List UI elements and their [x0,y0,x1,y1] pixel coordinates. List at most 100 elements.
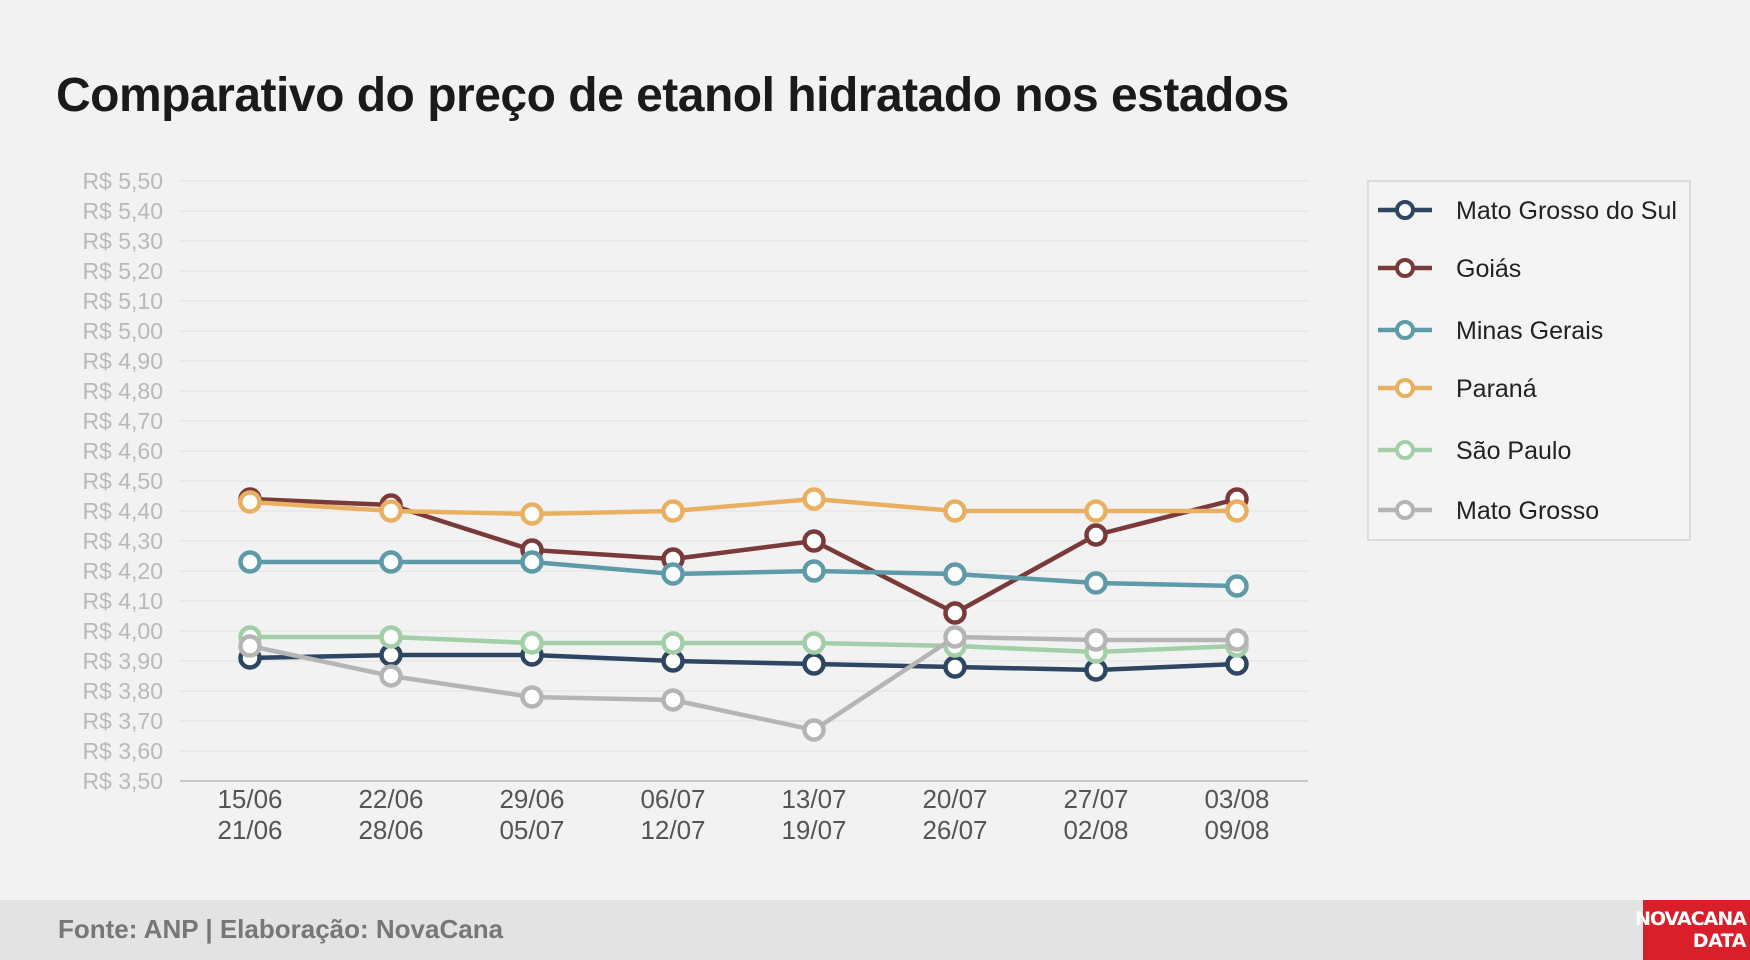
data-point [802,487,826,511]
y-tick-label: R$ 3,60 [82,738,163,764]
legend-item: Minas Gerais [1378,317,1603,345]
data-point [943,655,967,679]
legend-box [1367,180,1691,541]
data-point [379,625,403,649]
legend-label: Mato Grosso do Sul [1456,197,1677,225]
data-point [943,601,967,625]
y-tick-label: R$ 4,20 [82,558,163,584]
series-line [249,634,1237,733]
legend-item: Paraná [1378,375,1537,403]
legend-swatch-marker [1395,200,1415,220]
y-tick-label: R$ 4,50 [82,468,163,494]
logo-line-2: DATA [1692,929,1747,952]
chart-title: Comparativo do preço de etanol hidratado… [56,69,1289,122]
x-tick-label: 15/06 21/06 [217,784,282,845]
novacana-data-logo: NOVACANA DATA [1635,900,1750,960]
series-3 [238,487,1249,526]
legend-item: Goiás [1378,255,1521,283]
x-tick-label: 20/07 26/07 [922,784,987,845]
data-point [379,550,403,574]
data-point [238,550,262,574]
y-tick-label: R$ 3,90 [82,648,163,674]
y-tick-label: R$ 4,80 [82,378,163,404]
x-tick-label: 03/08 09/08 [1204,784,1269,845]
series-0 [238,643,1249,682]
y-tick-label: R$ 5,20 [82,258,163,284]
y-tick-label: R$ 4,70 [82,408,163,434]
x-tick-label: 06/07 12/07 [640,784,705,845]
legend-label: Minas Gerais [1456,317,1603,345]
y-tick-label: R$ 3,80 [82,678,163,704]
data-point [661,499,685,523]
data-point [238,490,262,514]
y-tick-label: R$ 5,50 [82,168,163,194]
data-point [1084,571,1108,595]
data-point [802,652,826,676]
data-point [379,499,403,523]
legend-swatch-marker [1395,440,1415,460]
footer-bar: Fonte: ANP | Elaboração: NovaCana NOVACA… [0,900,1750,960]
y-tick-label: R$ 4,10 [82,588,163,614]
x-tick-label: 29/06 05/07 [499,784,564,845]
legend: Mato Grosso do Sul Goiás Minas Gerais Paran… [1367,180,1691,541]
data-point [661,631,685,655]
legend-label: Goiás [1456,255,1521,283]
footer-source: Fonte: ANP | Elaboração: NovaCana [58,914,504,944]
data-point [1225,628,1249,652]
y-tick-label: R$ 4,60 [82,438,163,464]
data-point [1225,499,1249,523]
y-tick-label: R$ 4,90 [82,348,163,374]
series-lines [238,487,1249,742]
legend-label: São Paulo [1456,437,1571,465]
legend-item: Mato Grosso do Sul [1378,197,1677,225]
y-tick-label: R$ 5,40 [82,198,163,224]
data-point [1084,499,1108,523]
x-tick-label: 22/06 28/06 [358,784,423,845]
data-point [661,688,685,712]
series-2 [238,550,1249,598]
y-tick-label: R$ 3,50 [82,768,163,794]
legend-label: Mato Grosso [1456,497,1599,525]
y-tick-label: R$ 4,40 [82,498,163,524]
data-point [1084,628,1108,652]
series-line [250,634,1238,655]
logo-line-1: NOVACANA [1635,907,1747,930]
x-tick-label: 27/07 02/08 [1063,784,1128,845]
legend-item: São Paulo [1378,437,1571,465]
data-point [661,562,685,586]
data-point [1084,523,1108,547]
y-axis: R$ 3,50 R$ 3,60 R$ 3,70 R$ 3,80 R$ 3,90 R$ 4,… [82,168,163,794]
data-point [943,562,967,586]
data-point [943,625,967,649]
y-tick-label: R$ 5,00 [82,318,163,344]
data-point [802,529,826,553]
y-tick-label: R$ 3,70 [82,708,163,734]
legend-swatch-marker [1395,258,1415,278]
data-point [520,502,544,526]
series-line [249,496,1237,517]
line-chart: R$ 3,50 R$ 3,60 R$ 3,70 R$ 3,80 R$ 3,90 R$ 4,… [82,168,1691,845]
data-point [520,631,544,655]
x-axis: 15/06 21/06 22/06 28/06 29/06 05/07 06/07 12/07… [180,780,1308,845]
series-line [249,652,1238,673]
data-point [943,499,967,523]
data-point [238,634,262,658]
series-5 [238,625,1249,742]
data-point [802,718,826,742]
y-tick-label: R$ 5,30 [82,228,163,254]
y-tick-label: R$ 4,30 [82,528,163,554]
legend-item: Mato Grosso [1378,497,1599,525]
data-point [1225,574,1249,598]
data-point [520,685,544,709]
y-tick-label: R$ 4,00 [82,618,163,644]
series-line [250,559,1238,589]
x-tick-label: 13/07 19/07 [781,784,846,845]
data-point [520,550,544,574]
data-point [802,559,826,583]
legend-swatch-marker [1395,378,1415,398]
legend-swatch-marker [1395,320,1415,340]
data-point [802,631,826,655]
legend-swatch-marker [1395,500,1415,520]
data-point [379,664,403,688]
y-tick-label: R$ 5,10 [82,288,163,314]
